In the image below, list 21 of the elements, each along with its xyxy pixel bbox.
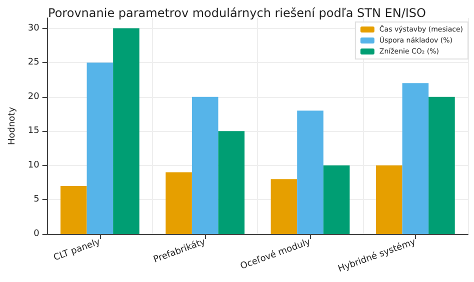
bar	[60, 186, 87, 234]
bar	[192, 96, 218, 234]
y-tick-label: 0	[34, 229, 40, 239]
chart-title: Porovnanie parametrov modulárnych riešení podľa STN EN/ISO	[48, 6, 426, 20]
y-tick-label: 5	[34, 194, 40, 205]
bar	[113, 28, 140, 234]
y-tick-label: 20	[28, 92, 40, 102]
y-tick-label: 10	[28, 160, 40, 170]
y-tick-label: 30	[28, 23, 40, 34]
bar	[166, 172, 192, 234]
y-axis-title: Hodnoty	[8, 106, 18, 146]
bar	[376, 165, 402, 234]
y-tick-label: 15	[28, 126, 40, 136]
bar	[297, 110, 324, 234]
y-tick-label: 25	[28, 58, 40, 68]
bar	[323, 165, 350, 234]
bar	[86, 62, 114, 234]
bar	[218, 131, 245, 234]
bar	[402, 83, 429, 234]
bar	[270, 179, 298, 234]
bar	[428, 96, 455, 234]
